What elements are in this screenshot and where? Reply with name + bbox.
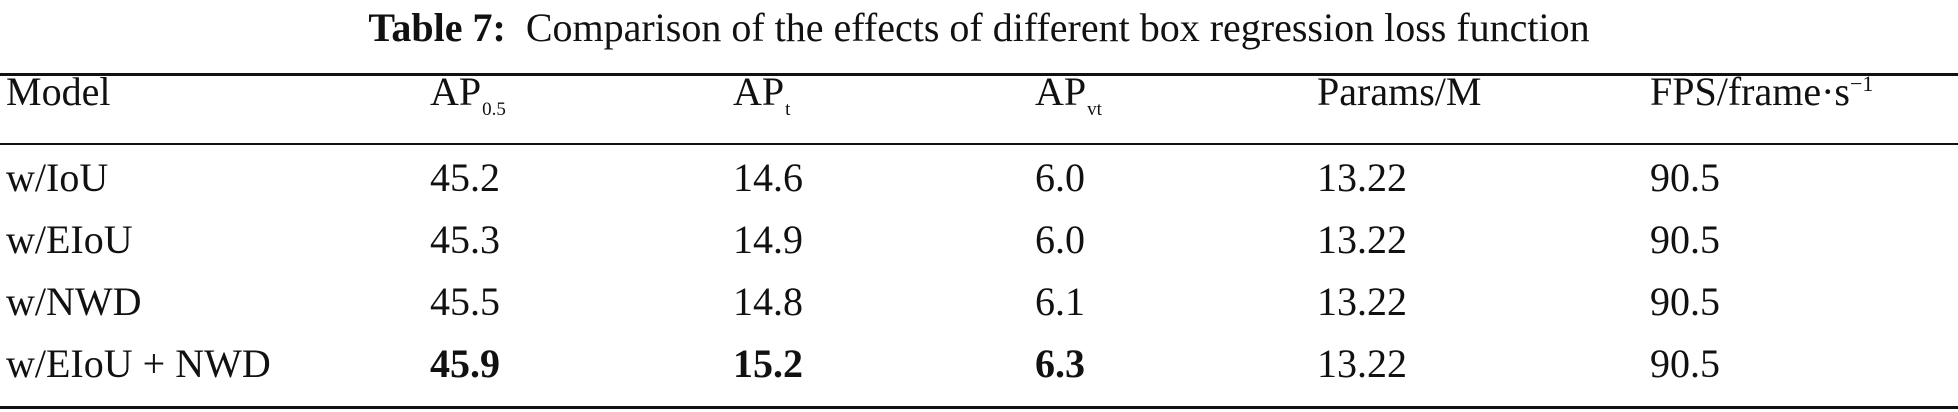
cell-ap-t: 14.9 — [733, 217, 803, 262]
cell-params: 13.22 — [1317, 279, 1407, 324]
cell-ap-05: 45.3 — [430, 217, 500, 262]
table-row: w/NWD 45.5 14.8 6.1 13.22 90.5 — [0, 274, 1958, 330]
cell-fps: 90.5 — [1650, 341, 1720, 386]
header-params: Params/M — [1317, 69, 1482, 114]
bottom-rule — [0, 406, 1958, 409]
table-row: w/IoU 45.2 14.6 6.0 13.22 90.5 — [0, 150, 1958, 206]
header-ap-t: APt — [733, 69, 791, 120]
table-title: Comparison of the effects of different b… — [525, 5, 1590, 50]
cell-fps: 90.5 — [1650, 279, 1720, 324]
cell-ap-t-best: 15.2 — [733, 341, 803, 386]
cell-ap-05-best: 45.9 — [430, 341, 500, 386]
header-ap-05: AP0.5 — [430, 69, 506, 120]
cell-ap-vt: 6.1 — [1035, 279, 1085, 324]
header-rule — [0, 143, 1958, 145]
table-caption: Table 7: Comparison of the effects of di… — [0, 4, 1958, 52]
header-row: Model AP0.5 APt APvt Params/M FPS/frame·… — [0, 64, 1958, 120]
cell-fps: 90.5 — [1650, 155, 1720, 200]
cell-ap-05: 45.2 — [430, 155, 500, 200]
cell-ap-05: 45.5 — [430, 279, 500, 324]
cell-fps: 90.5 — [1650, 217, 1720, 262]
header-fps-superscript: −1 — [1850, 71, 1874, 96]
cell-ap-vt: 6.0 — [1035, 217, 1085, 262]
cell-model: w/EIoU — [6, 217, 133, 262]
cell-model: w/IoU — [6, 155, 109, 200]
cell-model: w/NWD — [6, 279, 142, 324]
header-ap-t-subscript: t — [785, 99, 791, 120]
cell-ap-t: 14.6 — [733, 155, 803, 200]
table-row: w/EIoU + NWD 45.9 15.2 6.3 13.22 90.5 — [0, 336, 1958, 392]
header-model: Model — [6, 69, 111, 114]
header-ap-vt-subscript: vt — [1087, 99, 1102, 120]
table-number: Table 7: — [368, 5, 506, 50]
cell-params: 13.22 — [1317, 341, 1407, 386]
cell-model: w/EIoU + NWD — [6, 341, 271, 386]
header-ap-vt: APvt — [1035, 69, 1102, 120]
header-ap-05-subscript: 0.5 — [482, 99, 506, 120]
cell-ap-vt: 6.0 — [1035, 155, 1085, 200]
cell-ap-vt-best: 6.3 — [1035, 341, 1085, 386]
header-fps: FPS/frame·s−1 — [1650, 69, 1874, 114]
cell-params: 13.22 — [1317, 217, 1407, 262]
table-row: w/EIoU 45.3 14.9 6.0 13.22 90.5 — [0, 212, 1958, 268]
cell-params: 13.22 — [1317, 155, 1407, 200]
top-rule — [0, 73, 1958, 76]
cell-ap-t: 14.8 — [733, 279, 803, 324]
